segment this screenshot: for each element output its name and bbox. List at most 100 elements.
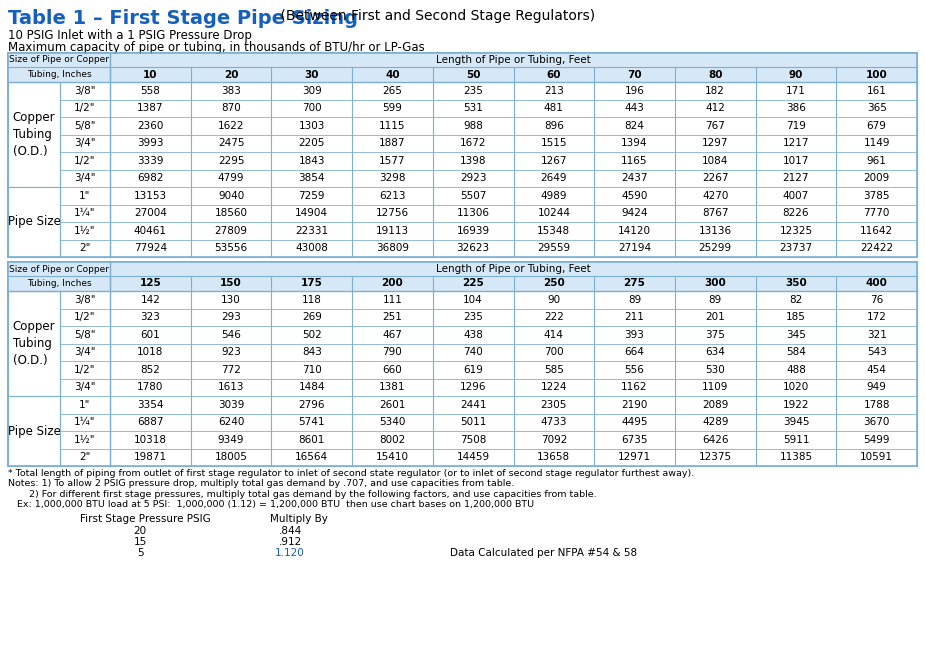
Text: 309: 309 <box>302 86 322 96</box>
Bar <box>191 361 271 378</box>
Text: 118: 118 <box>302 295 322 305</box>
Bar <box>110 152 191 170</box>
Text: 251: 251 <box>383 313 402 323</box>
Bar <box>60 205 110 222</box>
Bar <box>836 361 917 378</box>
Bar <box>352 222 433 239</box>
Text: 3/4": 3/4" <box>74 382 96 392</box>
Bar <box>433 361 513 378</box>
Bar <box>675 326 756 344</box>
Bar <box>191 170 271 187</box>
Bar <box>756 117 836 134</box>
Bar <box>594 309 675 326</box>
Text: 5741: 5741 <box>299 417 325 427</box>
Bar <box>352 170 433 187</box>
Text: 14120: 14120 <box>618 225 651 236</box>
Bar <box>675 100 756 117</box>
Bar <box>352 82 433 100</box>
Bar <box>271 100 352 117</box>
Text: 27004: 27004 <box>134 208 166 218</box>
Text: 16939: 16939 <box>457 225 489 236</box>
Bar <box>675 134 756 152</box>
Text: 300: 300 <box>704 279 726 289</box>
Bar <box>756 82 836 100</box>
Bar <box>352 378 433 396</box>
Bar <box>191 222 271 239</box>
Text: 988: 988 <box>463 121 483 131</box>
Bar <box>433 152 513 170</box>
Text: 9040: 9040 <box>218 191 244 201</box>
Text: 664: 664 <box>624 347 645 357</box>
Text: 3785: 3785 <box>863 191 890 201</box>
Bar <box>60 431 110 448</box>
Text: 10 PSIG Inlet with a 1 PSIG Pressure Drop: 10 PSIG Inlet with a 1 PSIG Pressure Dro… <box>8 29 252 42</box>
Text: 1/2": 1/2" <box>74 364 96 375</box>
Bar <box>675 239 756 257</box>
Text: 76: 76 <box>870 295 883 305</box>
Bar <box>756 152 836 170</box>
Text: 6735: 6735 <box>622 435 648 445</box>
Text: 182: 182 <box>706 86 725 96</box>
Bar <box>352 431 433 448</box>
Text: 558: 558 <box>141 86 160 96</box>
Bar <box>675 170 756 187</box>
Bar <box>675 414 756 431</box>
Bar <box>352 361 433 378</box>
Text: 1217: 1217 <box>783 138 809 148</box>
Text: 824: 824 <box>624 121 645 131</box>
Text: 2923: 2923 <box>460 174 487 184</box>
Text: 1613: 1613 <box>217 382 244 392</box>
Bar <box>352 187 433 205</box>
Text: 5340: 5340 <box>379 417 406 427</box>
Text: 1672: 1672 <box>460 138 487 148</box>
Text: 36809: 36809 <box>376 243 409 253</box>
Bar <box>513 222 594 239</box>
Bar <box>352 344 433 361</box>
Text: 1017: 1017 <box>783 156 809 166</box>
Text: 584: 584 <box>786 347 806 357</box>
Bar <box>675 431 756 448</box>
Text: 7092: 7092 <box>540 435 567 445</box>
Text: 12756: 12756 <box>376 208 409 218</box>
Bar <box>513 396 594 414</box>
Text: 1922: 1922 <box>783 400 809 410</box>
Bar <box>191 431 271 448</box>
Text: 1577: 1577 <box>379 156 406 166</box>
Text: 1162: 1162 <box>622 382 648 392</box>
Bar <box>110 396 191 414</box>
Text: 172: 172 <box>867 313 886 323</box>
Text: 1018: 1018 <box>137 347 164 357</box>
Bar <box>433 82 513 100</box>
Bar <box>513 82 594 100</box>
Bar <box>675 396 756 414</box>
Bar <box>836 82 917 100</box>
Bar <box>513 414 594 431</box>
Bar <box>60 448 110 466</box>
Bar <box>8 82 60 187</box>
Bar <box>594 117 675 134</box>
Text: 111: 111 <box>383 295 402 305</box>
Bar <box>110 344 191 361</box>
Bar <box>60 326 110 344</box>
Text: 601: 601 <box>141 330 160 340</box>
Bar <box>60 222 110 239</box>
Bar <box>191 378 271 396</box>
Bar <box>60 361 110 378</box>
Text: 1/2": 1/2" <box>74 103 96 113</box>
Bar <box>8 291 60 396</box>
Text: 3/8": 3/8" <box>74 295 96 305</box>
Text: 18005: 18005 <box>215 452 248 462</box>
Bar <box>271 222 352 239</box>
Bar <box>513 152 594 170</box>
Bar <box>513 448 594 466</box>
Bar <box>271 361 352 378</box>
Text: 30: 30 <box>304 70 319 80</box>
Text: 6887: 6887 <box>137 417 164 427</box>
Text: 60: 60 <box>547 70 561 80</box>
Text: 235: 235 <box>463 313 483 323</box>
Text: 53556: 53556 <box>215 243 248 253</box>
Text: 2441: 2441 <box>460 400 487 410</box>
Bar <box>836 170 917 187</box>
Text: Length of Pipe or Tubing, Feet: Length of Pipe or Tubing, Feet <box>436 55 591 65</box>
Text: 949: 949 <box>867 382 886 392</box>
